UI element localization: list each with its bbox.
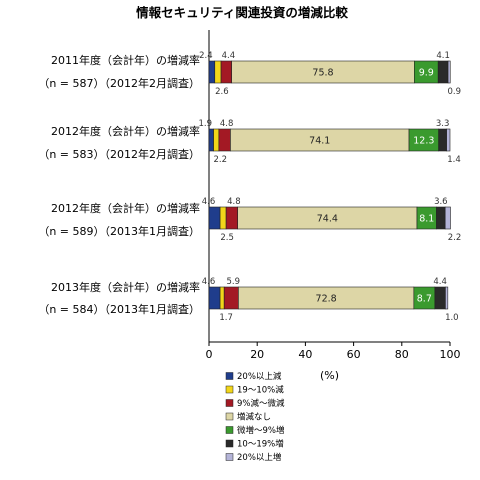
bar-segment bbox=[446, 128, 451, 152]
legend-label: 微増～9%増 bbox=[237, 425, 285, 436]
chart-title: 情報セキュリティ関連投資の増減比較 bbox=[136, 5, 348, 20]
x-tick-label: 0 bbox=[206, 348, 213, 361]
category-label-line2: （n = 587）（2012年2月調査） bbox=[38, 76, 200, 90]
data-label: 8.7 bbox=[417, 294, 432, 305]
data-label: 4.6 bbox=[202, 197, 216, 207]
category-label-line2: （n = 584）（2013年1月調査） bbox=[38, 302, 200, 316]
x-tick-label: 40 bbox=[298, 348, 312, 361]
bar-segment bbox=[436, 206, 446, 230]
legend-swatch bbox=[225, 385, 234, 394]
bar-segment bbox=[208, 128, 214, 152]
bar-segment bbox=[219, 206, 227, 230]
category-label-line1: 2011年度（会計年）の増減率 bbox=[51, 53, 200, 67]
data-label: 4.4 bbox=[222, 51, 236, 61]
data-label: 4.6 bbox=[202, 277, 216, 287]
data-label: 72.8 bbox=[316, 294, 337, 305]
data-label: 1.7 bbox=[219, 313, 233, 323]
bar-segment bbox=[437, 60, 449, 84]
data-label: 2.4 bbox=[199, 51, 213, 61]
bar-segment bbox=[214, 60, 222, 84]
category-label-line1: 2012年度（会計年）の増減率 bbox=[51, 201, 200, 215]
bar-segment bbox=[225, 206, 238, 230]
legend-swatch bbox=[225, 412, 234, 421]
bar-segment bbox=[434, 286, 446, 310]
data-label: 0.9 bbox=[447, 87, 461, 97]
plot-area: 0 20 40 60 80 100 (%) 2011年度（会計年）の増減率 （n = 587）（… bbox=[38, 30, 461, 382]
data-label: 1.0 bbox=[445, 313, 459, 323]
data-label: 74.1 bbox=[309, 136, 330, 147]
data-label: 3.3 bbox=[436, 119, 450, 129]
legend-label: 20%以上増 bbox=[237, 452, 281, 463]
x-tick-label: 60 bbox=[347, 348, 361, 361]
bar-segment bbox=[445, 286, 449, 310]
bar-segment bbox=[444, 206, 451, 230]
legend-swatch bbox=[225, 439, 234, 448]
data-label: 3.6 bbox=[434, 197, 448, 207]
data-label: 9.9 bbox=[419, 68, 434, 79]
legend-label: 20%以上減 bbox=[237, 371, 282, 382]
bar-segment bbox=[220, 60, 232, 84]
bar-segment bbox=[223, 286, 239, 310]
data-label: 5.9 bbox=[227, 277, 241, 287]
bar-segment bbox=[447, 60, 451, 84]
data-label: 2.2 bbox=[448, 233, 462, 243]
bar-segment bbox=[208, 206, 221, 230]
legend-label: 19～10%減 bbox=[237, 385, 284, 396]
bar-segment bbox=[213, 128, 220, 152]
legend-swatch bbox=[225, 453, 234, 461]
x-tick-label: 20 bbox=[250, 348, 264, 361]
data-label: 1.4 bbox=[447, 155, 461, 165]
data-label: 1.9 bbox=[199, 119, 213, 129]
data-label: 4.8 bbox=[227, 197, 241, 207]
bar-segment bbox=[208, 60, 216, 84]
data-label: 75.8 bbox=[312, 68, 333, 79]
bar-segment bbox=[218, 128, 231, 152]
data-label: 74.4 bbox=[317, 214, 338, 225]
x-tick-label: 80 bbox=[395, 348, 409, 361]
data-label: 2.5 bbox=[220, 233, 234, 243]
legend-swatch bbox=[225, 372, 234, 380]
bar-segment bbox=[219, 286, 225, 310]
legend-label: 増減なし bbox=[237, 412, 271, 423]
legend-label: 9%減～微減 bbox=[237, 398, 285, 409]
category-label-line1: 2012年度（会計年）の増減率 bbox=[51, 124, 200, 138]
data-label: 2.6 bbox=[215, 87, 229, 97]
data-label: 2.2 bbox=[213, 155, 227, 165]
data-label: 4.1 bbox=[436, 51, 450, 61]
x-axis-label: (%) bbox=[320, 369, 339, 382]
bar-segment bbox=[208, 286, 221, 310]
bar-segment bbox=[438, 128, 447, 152]
data-label: 8.1 bbox=[419, 214, 434, 225]
category-label-line1: 2013年度（会計年）の増減率 bbox=[51, 280, 200, 294]
category-label-line2: （n = 589）（2013年1月調査） bbox=[38, 224, 200, 238]
x-tick-label: 100 bbox=[440, 348, 461, 361]
legend-swatch bbox=[225, 426, 234, 434]
data-label: 4.8 bbox=[220, 119, 234, 129]
data-label: 12.3 bbox=[413, 136, 434, 147]
data-label: 4.4 bbox=[433, 277, 447, 287]
legend-label: 10～19%増 bbox=[237, 439, 284, 450]
legend-swatch bbox=[225, 399, 234, 407]
category-label-line2: （n = 583）（2012年2月調査） bbox=[38, 147, 200, 161]
